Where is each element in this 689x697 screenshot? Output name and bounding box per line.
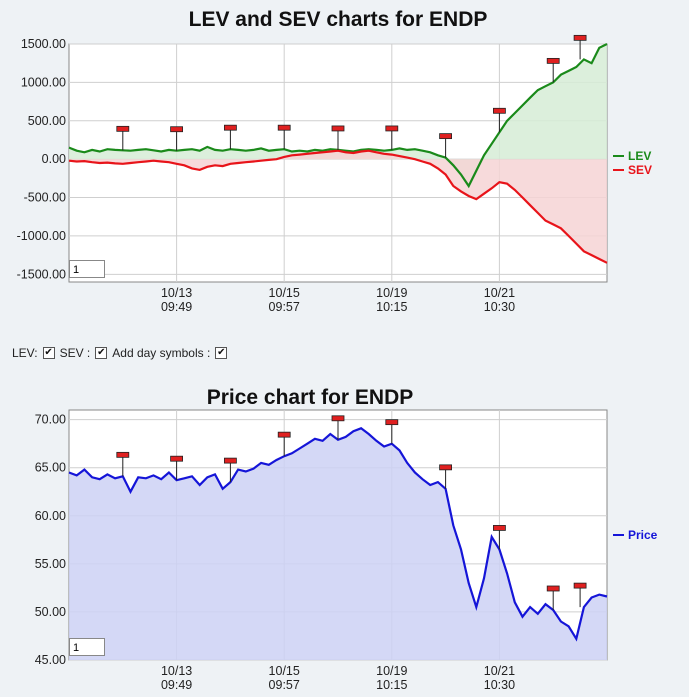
x-tick-time: 10:30 [484, 678, 515, 692]
price-y-axis: 70.00 65.00 60.00 55.00 50.00 45.00 [35, 413, 66, 667]
day-marker-flag [277, 124, 291, 131]
price-zoom-input[interactable]: 1 [69, 638, 105, 656]
series-line-sev [68, 149, 608, 264]
day-marker-flag [223, 124, 237, 131]
x-tick-time: 09:57 [269, 300, 300, 314]
x-tick-date: 10/19 [376, 664, 407, 678]
price-legend: Price [613, 528, 658, 542]
lev-sev-chart: LEV and SEV charts for ENDP 1500.001000.… [17, 8, 652, 314]
day-marker-flag [573, 582, 587, 589]
day-marker-flag [492, 107, 506, 114]
y-tick-label: -1000.00 [17, 229, 66, 243]
day-marker-flag [573, 34, 587, 41]
day-marker-flag [223, 457, 237, 464]
lev-day-markers [116, 34, 587, 158]
series-area-lev [69, 44, 607, 186]
chart-options: LEV: ✔ SEV : ✔ Add day symbols : ✔ [12, 346, 230, 360]
y-tick-label: 1500.00 [21, 37, 66, 51]
day-marker-flag [385, 125, 399, 132]
day-symbols-option-label: Add day symbols : [112, 346, 211, 360]
x-tick-date: 10/13 [161, 664, 192, 678]
day-marker-flag [546, 585, 560, 592]
y-tick-label: 45.00 [35, 653, 66, 667]
x-tick-time: 09:49 [161, 678, 192, 692]
legend-label: LEV [628, 149, 651, 163]
day-marker-flag [546, 57, 560, 64]
legend-label: SEV [628, 163, 652, 177]
y-tick-label: 65.00 [35, 461, 66, 475]
price-day-markers [116, 415, 587, 610]
lev-checkbox[interactable]: ✔ [42, 347, 55, 359]
x-tick-date: 10/15 [269, 286, 300, 300]
legend-label: Price [628, 528, 658, 542]
chart-title: LEV and SEV charts for ENDP [189, 8, 488, 31]
x-tick-date: 10/21 [484, 286, 515, 300]
y-tick-label: -500.00 [24, 191, 66, 205]
y-tick-label: -1500.00 [17, 267, 66, 281]
x-tick-time: 10:15 [376, 300, 407, 314]
day-marker-flag [439, 133, 453, 140]
price-chart: Price chart for ENDP 70.00 65.00 60.00 55.0… [35, 386, 658, 692]
y-tick-label: 50.00 [35, 605, 66, 619]
day-marker-flag [492, 525, 506, 531]
day-marker-flag [170, 455, 184, 462]
day-marker-flag [385, 419, 399, 426]
day-marker-flag [277, 431, 291, 438]
x-tick-date: 10/19 [376, 286, 407, 300]
series-area-price [69, 428, 607, 660]
y-tick-label: 1000.00 [21, 75, 66, 89]
x-tick-date: 10/21 [484, 664, 515, 678]
price-areas [69, 428, 607, 660]
x-tick-date: 10/13 [161, 286, 192, 300]
lev-zoom-input[interactable]: 1 [69, 260, 105, 278]
chart-title: Price chart for ENDP [207, 386, 414, 409]
day-marker-flag [331, 415, 345, 422]
lev-option-label: LEV: [12, 346, 38, 360]
y-tick-label: 55.00 [35, 557, 66, 571]
day-marker-flag [116, 125, 130, 132]
day-marker-flag [331, 125, 345, 132]
x-tick-time: 09:57 [269, 678, 300, 692]
day-marker-flag [116, 451, 130, 458]
y-tick-label: 60.00 [35, 509, 66, 523]
sev-checkbox[interactable]: ✔ [95, 347, 108, 359]
day-symbols-checkbox[interactable]: ✔ [215, 347, 228, 359]
x-tick-time: 10:30 [484, 300, 515, 314]
y-tick-label: 500.00 [28, 114, 66, 128]
lev-y-axis: 1500.00 1000.00 500.00 0.00 -500.00 -1000.00 -… [17, 37, 66, 281]
day-marker-flag [170, 126, 184, 133]
y-tick-label: 0.00 [42, 152, 66, 166]
sev-option-label: SEV : [59, 346, 91, 360]
x-tick-date: 10/15 [269, 664, 300, 678]
y-tick-label: 70.00 [35, 413, 66, 427]
x-tick-time: 10:15 [376, 678, 407, 692]
day-marker-flag [439, 464, 453, 471]
x-tick-time: 09:49 [161, 300, 192, 314]
